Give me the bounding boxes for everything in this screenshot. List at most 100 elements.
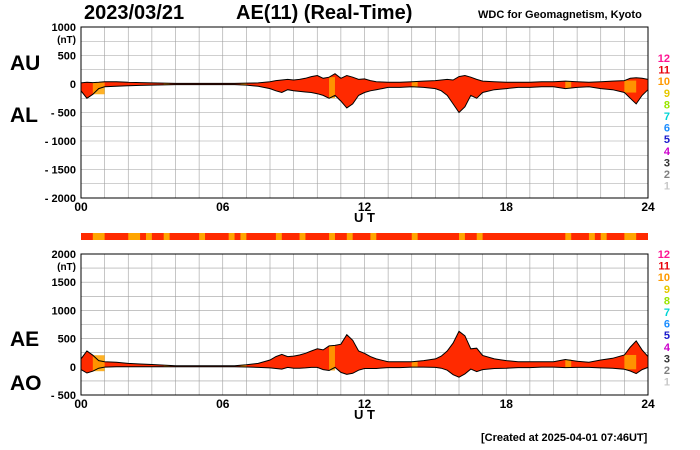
panel-0: [80, 26, 649, 199]
plot-frame: [80, 253, 649, 396]
partial-coverage-mark: [329, 77, 335, 99]
coverage-bar-segment: [565, 233, 572, 240]
partial-coverage-mark: [329, 345, 335, 371]
plot-frame: [80, 26, 649, 199]
partial-coverage-mark: [92, 355, 105, 372]
station-count-label: 8: [664, 295, 670, 307]
partial-coverage-mark: [411, 81, 418, 87]
coverage-bar-segment: [199, 233, 206, 240]
x-tick-label: 18: [500, 200, 514, 214]
series-line-ae: [80, 330, 649, 367]
coverage-bar-segment: [329, 233, 335, 240]
coverage-bar-segment: [228, 233, 235, 240]
x-tick-label: 06: [216, 397, 230, 411]
station-count-label: 4: [664, 146, 671, 158]
coverage-bar-segment: [128, 233, 141, 240]
station-count-label: 6: [664, 319, 670, 331]
station-count-label: 1: [664, 377, 670, 389]
x-tick-label: 12: [358, 200, 372, 214]
date-label: 2023/03/21: [84, 2, 185, 24]
ao-label: AO: [10, 372, 42, 395]
partial-coverage-mark: [565, 359, 572, 368]
partial-coverage-mark: [163, 83, 170, 85]
band-fill: [81, 73, 648, 113]
station-count-label: 10: [658, 76, 670, 88]
series-line-al: [80, 84, 649, 114]
source-label: WDC for Geomagnetism, Kyoto: [478, 9, 642, 21]
y-tick-label: 500: [58, 51, 76, 63]
station-count-label: 6: [664, 123, 670, 135]
station-count-label: 7: [664, 307, 670, 319]
coverage-bar-segment: [275, 233, 282, 240]
station-count-label: 9: [664, 88, 670, 100]
y-tick-label: 1500: [52, 277, 76, 289]
station-count-label: 11: [658, 261, 670, 273]
x-tick-label: 24: [641, 397, 655, 411]
partial-coverage-mark: [240, 83, 247, 86]
y-tick-label: 500: [58, 334, 76, 346]
station-count-label: 8: [664, 99, 670, 111]
coverage-bar-segment: [240, 233, 247, 240]
coverage-bar-segment: [163, 233, 170, 240]
partial-coverage-mark: [565, 81, 572, 89]
y-tick-label: 1000: [52, 305, 76, 317]
x-tick-label: 24: [641, 200, 655, 214]
x-tick-label: 18: [500, 397, 514, 411]
coverage-bar-segment: [476, 233, 483, 240]
station-count-label: 12: [658, 53, 670, 65]
y-tick-label: 2000: [52, 249, 76, 261]
unit-label: (nT): [57, 262, 76, 273]
coverage-bar-segment: [459, 233, 465, 240]
coverage-bar-segment: [588, 233, 595, 240]
station-count-label: 9: [664, 284, 670, 296]
station-count-label: 1: [664, 181, 670, 193]
y-tick-label: - 1500: [45, 165, 76, 177]
y-tick-label: - 2000: [45, 193, 76, 205]
coverage-bar: [81, 233, 648, 240]
series-line-ao: [80, 366, 649, 378]
partial-coverage-mark: [240, 364, 247, 367]
au-label: AU: [10, 52, 41, 75]
y-tick-label: - 500: [51, 390, 76, 402]
partial-coverage-mark: [411, 361, 418, 368]
coverage-bar-segment: [92, 233, 105, 240]
coverage-bar-segment: [346, 233, 353, 240]
chart-title: AE(11) (Real-Time): [236, 2, 413, 24]
coverage-bar-segment: [600, 233, 607, 240]
station-count-label: 7: [664, 111, 670, 123]
station-count-label: 12: [658, 249, 670, 261]
x-tick-label: 06: [216, 200, 230, 214]
ae-label: AE: [10, 328, 40, 351]
x-tick-label: 12: [358, 397, 372, 411]
coverage-bar-segment: [370, 233, 377, 240]
station-count-label: 2: [664, 169, 670, 181]
y-tick-label: 1000: [52, 22, 76, 34]
station-count-label: 3: [664, 157, 670, 169]
station-count-label: 10: [658, 272, 670, 284]
coverage-bar-segment: [145, 233, 152, 240]
created-timestamp: [Created at 2025-04-01 07:46UT]: [481, 432, 648, 444]
coverage-bar-segment: [624, 233, 637, 240]
station-count-label: 2: [664, 365, 670, 377]
panel-1: [80, 253, 649, 396]
station-count-label: 3: [664, 353, 670, 365]
y-tick-label: 0: [70, 362, 76, 374]
y-tick-label: 0: [70, 79, 76, 91]
y-tick-label: - 500: [51, 108, 76, 120]
partial-coverage-mark: [624, 354, 637, 370]
y-tick-label: - 1000: [45, 136, 76, 148]
station-count-label: 4: [664, 342, 671, 354]
station-count-label: 11: [658, 65, 670, 77]
x-axis-label: U T: [354, 407, 375, 422]
station-count-label: 5: [664, 134, 670, 146]
coverage-bar-segment: [299, 233, 306, 240]
station-count-label: 5: [664, 330, 670, 342]
al-label: AL: [10, 104, 38, 127]
x-axis-label: U T: [354, 210, 375, 225]
x-tick-label: 00: [74, 200, 88, 214]
series-line-au: [80, 73, 649, 84]
x-tick-label: 00: [74, 397, 88, 411]
coverage-bar-segment: [411, 233, 418, 240]
unit-label: (nT): [57, 35, 76, 46]
